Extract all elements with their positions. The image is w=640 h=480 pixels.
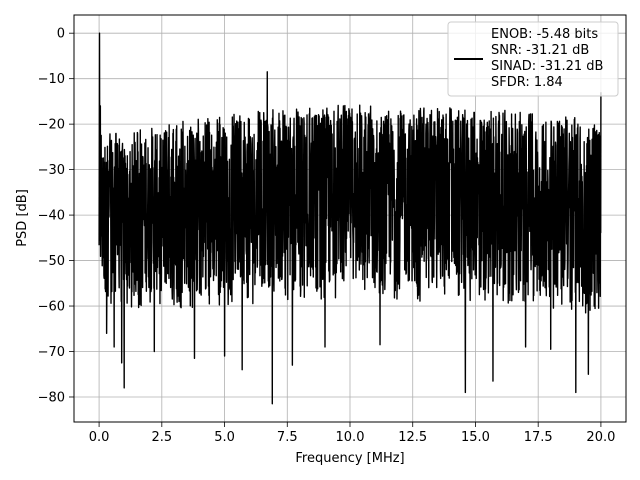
y-tick-label: −20: [38, 118, 65, 133]
y-tick-label: −30: [38, 163, 65, 178]
y-tick-label: −80: [38, 390, 65, 405]
y-tick-label: 0: [57, 27, 65, 42]
x-tick-label: 17.5: [524, 430, 553, 445]
x-tick-label: 5.0: [214, 430, 235, 445]
psd-series: [98, 32, 602, 405]
y-axis-label: PSD [dB]: [15, 189, 30, 247]
y-tick-label: −70: [38, 345, 65, 360]
legend-label-sfdr: SFDR: 1.84: [491, 75, 563, 90]
x-axis-label: Frequency [MHz]: [295, 451, 404, 466]
y-tick-label: −50: [38, 254, 65, 269]
x-tick-label: 7.5: [277, 430, 298, 445]
x-tick-label: 20.0: [586, 430, 615, 445]
x-tick-label: 10.0: [336, 430, 365, 445]
psd-line: [98, 32, 602, 405]
y-tick-label: −40: [38, 209, 65, 224]
legend-label-snr: SNR: -31.21 dB: [491, 43, 589, 58]
y-tick-label: −60: [38, 300, 65, 315]
x-tick-label: 0.0: [89, 430, 110, 445]
x-tick-label: 12.5: [398, 430, 427, 445]
x-axis: 0.0 2.5 5.0 7.5 10.0 12.5 15.0 17.5 20.0: [89, 422, 615, 445]
legend-label-enob: ENOB: -5.48 bits: [491, 27, 598, 42]
legend-box: [447, 21, 619, 97]
y-axis: 0 −10 −20 −30 −40 −50 −60 −70 −80: [38, 27, 74, 405]
x-tick-label: 15.0: [461, 430, 490, 445]
x-tick-label: 2.5: [151, 430, 172, 445]
legend-label-sinad: SINAD: -31.21 dB: [491, 59, 603, 74]
y-tick-label: −10: [38, 72, 65, 87]
legend: ENOB: -5.48 bits SNR: -31.21 dB SINAD: -…: [447, 21, 619, 97]
